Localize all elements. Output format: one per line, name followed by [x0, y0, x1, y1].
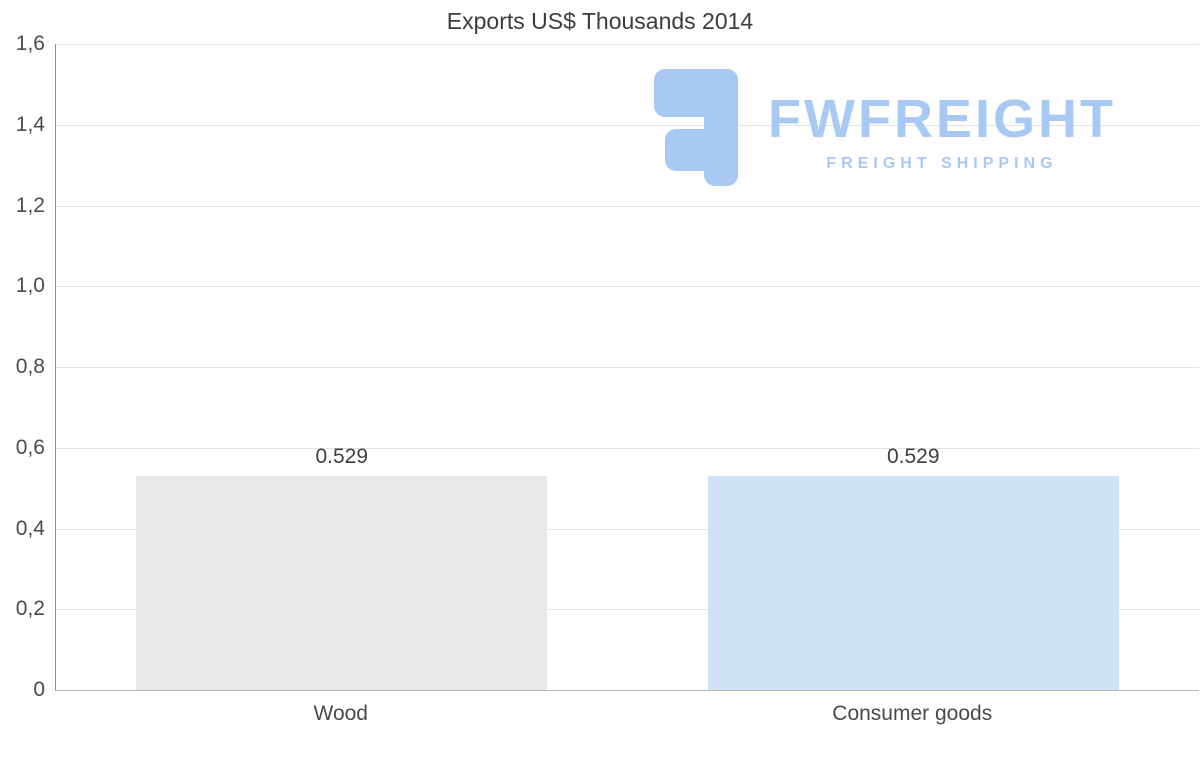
gridline	[56, 528, 1199, 530]
logo-tagline: FREIGHT SHIPPING	[826, 155, 1058, 172]
plot-area: 0.529 0.529	[55, 44, 1199, 691]
logo-text: FWFREIGHT FREIGHT SHIPPING	[768, 92, 1116, 173]
x-axis-label: Wood	[313, 702, 368, 725]
bar-slot: 0.529	[56, 44, 628, 690]
y-tick-label: 0,6	[15, 435, 45, 459]
gridline	[56, 205, 1199, 207]
fwfreight-logo-icon	[654, 69, 738, 186]
gridline	[56, 609, 1199, 611]
y-tick-label: 1,0	[15, 274, 45, 298]
x-axis-label: Consumer goods	[832, 702, 993, 725]
bar-value-label: 0.529	[886, 445, 940, 469]
chart-title: Exports US$ Thousands 2014	[446, 8, 754, 34]
bar-slot: 0.529	[628, 44, 1200, 690]
bar-wood	[136, 476, 548, 690]
y-tick-label: 1,6	[15, 32, 45, 55]
fwfreight-logo: FWFREIGHT FREIGHT SHIPPING	[648, 66, 1116, 186]
bar-value-label: 0.529	[315, 445, 369, 469]
y-tick-label: 1,2	[15, 193, 45, 217]
y-tick-label: 0,4	[15, 516, 45, 540]
gridline	[56, 124, 1199, 126]
y-tick-label: 0	[33, 678, 45, 701]
y-tick-label: 1,4	[15, 112, 45, 136]
gridline	[56, 286, 1199, 288]
y-tick-label: 0,2	[15, 597, 45, 621]
gridline	[56, 447, 1199, 449]
y-tick-label: 0,8	[15, 355, 45, 378]
bar-consumer-goods	[707, 476, 1119, 690]
logo-wordmark: FWFREIGHT	[768, 89, 1116, 149]
gridline	[56, 367, 1199, 368]
y-axis-labels: 0 0,2 0,4 0,6 0,8 1,0 1,2 1,4 1,6	[0, 32, 45, 701]
gridline	[56, 44, 1199, 45]
bars-row: 0.529 0.529	[56, 44, 1199, 690]
x-axis-labels: Wood Consumer goods	[55, 702, 1198, 726]
